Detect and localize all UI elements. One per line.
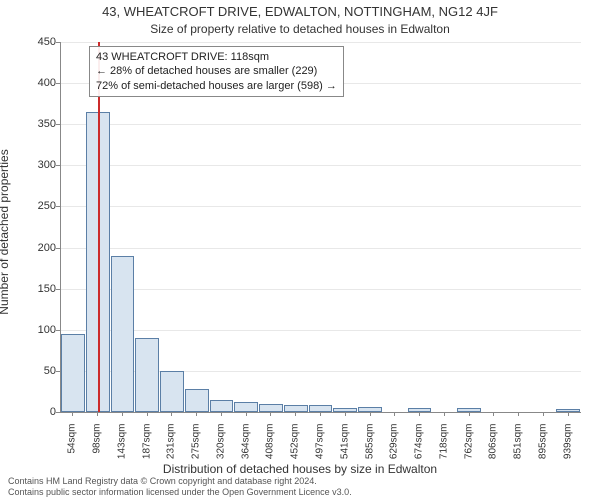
x-tick-mark [295,412,296,416]
x-tick-mark [270,412,271,416]
gridline [61,330,581,331]
gridline [61,289,581,290]
y-tick-mark [56,289,60,290]
x-tick-label: 585sqm [364,424,375,474]
x-tick-label: 497sqm [315,424,326,474]
y-tick-mark [56,412,60,413]
annotation-line: ← 28% of detached houses are smaller (22… [96,64,337,78]
y-tick-label: 350 [16,118,56,130]
x-tick-mark [345,412,346,416]
x-tick-label: 674sqm [414,424,425,474]
footer-line: Contains HM Land Registry data © Crown c… [8,476,352,487]
y-tick-mark [56,371,60,372]
y-tick-mark [56,124,60,125]
histogram-bar [111,256,135,412]
x-tick-label: 54sqm [67,424,78,474]
y-tick-label: 100 [16,324,56,336]
annotation-box: 43 WHEATCROFT DRIVE: 118sqm ← 28% of det… [89,46,344,97]
x-tick-mark [122,412,123,416]
y-tick-mark [56,248,60,249]
y-tick-mark [56,206,60,207]
x-tick-mark [221,412,222,416]
y-tick-label: 0 [16,406,56,418]
footer-attribution: Contains HM Land Registry data © Crown c… [8,476,352,498]
x-tick-label: 851sqm [513,424,524,474]
gridline [61,124,581,125]
histogram-bar [259,404,283,412]
x-tick-mark [97,412,98,416]
y-tick-label: 250 [16,200,56,212]
x-tick-label: 541sqm [339,424,350,474]
x-tick-label: 143sqm [116,424,127,474]
x-tick-label: 895sqm [537,424,548,474]
y-tick-mark [56,42,60,43]
histogram-chart: 43, WHEATCROFT DRIVE, EDWALTON, NOTTINGH… [0,0,600,500]
histogram-bar [135,338,159,412]
x-tick-label: 364sqm [240,424,251,474]
footer-line: Contains public sector information licen… [8,487,352,498]
y-tick-label: 300 [16,159,56,171]
y-tick-mark [56,330,60,331]
x-tick-mark [469,412,470,416]
x-tick-label: 762sqm [463,424,474,474]
x-tick-label: 275sqm [191,424,202,474]
x-tick-label: 98sqm [92,424,103,474]
y-tick-mark [56,165,60,166]
x-tick-mark [147,412,148,416]
x-tick-mark [72,412,73,416]
x-tick-label: 231sqm [166,424,177,474]
x-tick-label: 452sqm [290,424,301,474]
annotation-line: 72% of semi-detached houses are larger (… [96,79,337,93]
y-tick-label: 450 [16,36,56,48]
chart-subtitle: Size of property relative to detached ho… [0,22,600,36]
gridline [61,42,581,43]
x-tick-mark [320,412,321,416]
x-tick-mark [171,412,172,416]
y-axis-label: Number of detached properties [0,149,11,314]
histogram-bar [61,334,85,412]
plot-area: 43 WHEATCROFT DRIVE: 118sqm ← 28% of det… [60,42,581,413]
y-tick-label: 200 [16,242,56,254]
x-tick-mark [196,412,197,416]
x-tick-mark [246,412,247,416]
x-tick-mark [419,412,420,416]
x-tick-label: 408sqm [265,424,276,474]
y-tick-label: 400 [16,77,56,89]
histogram-bar [234,402,258,412]
x-tick-mark [394,412,395,416]
x-tick-mark [370,412,371,416]
x-tick-mark [543,412,544,416]
gridline [61,248,581,249]
x-tick-label: 187sqm [141,424,152,474]
x-tick-label: 320sqm [215,424,226,474]
x-tick-label: 939sqm [562,424,573,474]
annotation-line: 43 WHEATCROFT DRIVE: 118sqm [96,50,337,64]
histogram-bar [160,371,184,412]
histogram-bar [185,389,209,412]
x-tick-mark [444,412,445,416]
property-indicator-line [98,42,100,412]
gridline [61,206,581,207]
x-tick-label: 718sqm [438,424,449,474]
histogram-bar [210,400,234,412]
x-tick-label: 629sqm [389,424,400,474]
x-tick-mark [493,412,494,416]
x-tick-mark [518,412,519,416]
y-tick-label: 150 [16,283,56,295]
x-tick-label: 806sqm [488,424,499,474]
y-tick-mark [56,83,60,84]
y-tick-label: 50 [16,365,56,377]
chart-title: 43, WHEATCROFT DRIVE, EDWALTON, NOTTINGH… [0,4,600,19]
gridline [61,165,581,166]
x-tick-mark [568,412,569,416]
